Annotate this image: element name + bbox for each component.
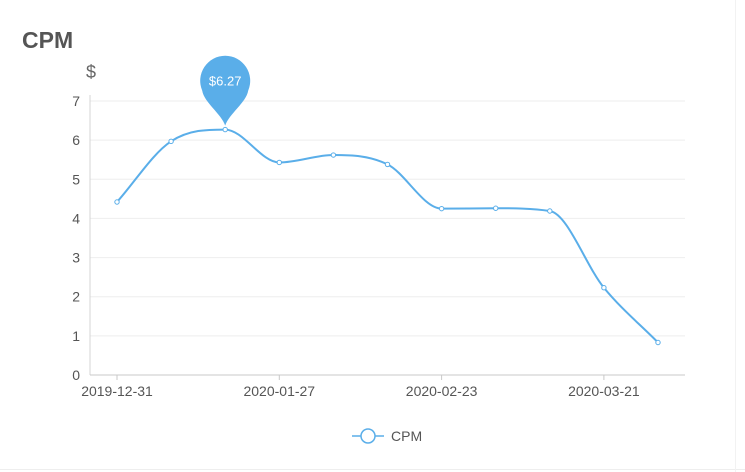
- data-point-marker[interactable]: [655, 339, 661, 346]
- right-divider: [735, 0, 736, 472]
- bottom-divider: [0, 469, 745, 470]
- y-tick-label: 5: [72, 171, 80, 187]
- legend-circle-icon: [360, 428, 376, 444]
- y-tick-label: 0: [72, 367, 80, 383]
- y-tick-label: 1: [72, 328, 80, 344]
- chart-title: CPM: [22, 27, 74, 53]
- data-point-marker[interactable]: [330, 152, 337, 158]
- y-tick-label: 6: [72, 132, 80, 148]
- legend[interactable]: CPM: [352, 428, 422, 444]
- data-point-marker[interactable]: [222, 126, 228, 133]
- y-tick-label: 2: [72, 289, 80, 305]
- x-tick-label: 2020-02-23: [406, 383, 478, 399]
- x-tick-label: 2020-03-21: [568, 383, 640, 399]
- highlight-value-label: $6.27: [209, 74, 242, 89]
- data-point-marker[interactable]: [168, 138, 174, 145]
- y-tick-label: 3: [72, 250, 80, 266]
- data-point-marker[interactable]: [601, 285, 607, 291]
- data-point-marker[interactable]: [438, 205, 445, 212]
- highlight-pin[interactable]: $6.27: [200, 55, 251, 126]
- grid-lines: [90, 100, 685, 337]
- axes: [89, 95, 685, 380]
- highlight-pin-shape[interactable]: [200, 55, 251, 126]
- y-tick-label: 7: [72, 93, 80, 109]
- series-line-cpm: [116, 128, 659, 344]
- data-point-marker[interactable]: [493, 205, 499, 211]
- data-point-marker[interactable]: [384, 161, 391, 168]
- series-cpm: [116, 128, 659, 344]
- y-tick-labels: 0 1 2 3 4 5 6 7: [72, 93, 80, 383]
- y-axis-unit-label: $: [86, 62, 96, 82]
- x-tick-labels: 2019-12-31 2020-01-27 2020-02-23 2020-03-21: [81, 383, 640, 399]
- data-markers: [114, 126, 661, 346]
- legend-label-cpm[interactable]: CPM: [391, 428, 422, 444]
- data-point-marker[interactable]: [276, 159, 282, 166]
- x-tick-label: 2019-12-31: [81, 383, 153, 399]
- x-tick-label: 2020-01-27: [243, 383, 315, 399]
- data-point-marker[interactable]: [114, 199, 120, 205]
- y-tick-label: 4: [72, 210, 80, 226]
- data-point-marker[interactable]: [547, 208, 553, 214]
